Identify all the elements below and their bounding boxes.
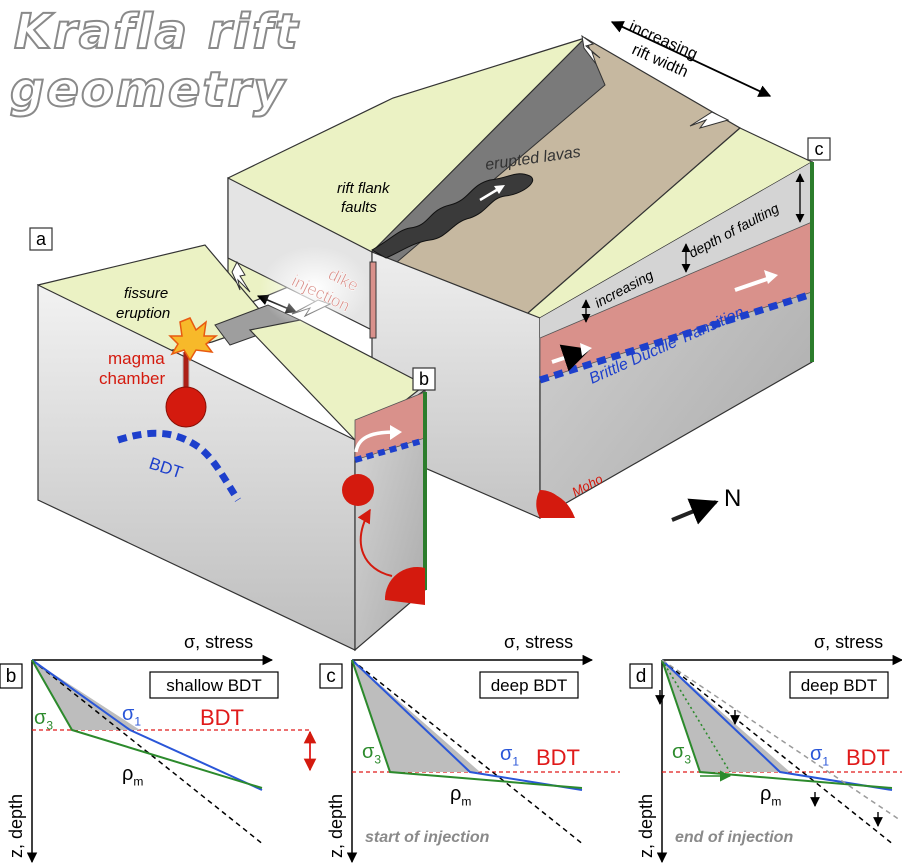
- block-a-bdt-side-line: [354, 437, 426, 463]
- bdt-curve-label: BDT: [536, 745, 580, 770]
- sigma3-label: σ3: [34, 707, 53, 733]
- block-b-flow-arrow: [354, 430, 396, 453]
- north-label: N: [724, 485, 741, 512]
- stress-axis-label: σ, stress: [814, 632, 883, 652]
- rho-m-label: ρm: [760, 783, 781, 809]
- stress-axis-label: σ, stress: [504, 632, 573, 652]
- lithostatic-pressure-line: [351, 659, 585, 846]
- differential-stress-area: [352, 660, 480, 772]
- svg-text:b: b: [419, 369, 429, 389]
- svg-text:σ3: σ3: [672, 741, 691, 767]
- sigma3-label: σ3: [362, 741, 381, 767]
- fissure-eruption-label-2: eruption: [116, 305, 170, 322]
- stress-panel-d: σ, stress z, depth d deep BDT σ1 σ3 BDT ρm end o…: [629, 632, 902, 864]
- fissure-eruption-label-1: fissure: [124, 285, 168, 302]
- magma-chamber-label-2: chamber: [99, 369, 165, 388]
- bdt-curve: [116, 429, 241, 502]
- rho-m-label: ρm: [450, 783, 471, 809]
- block-label-b: b: [412, 367, 436, 391]
- figure-title: Krafla rift geometry: [9, 3, 300, 119]
- ductile-flow-arrow-2: [734, 276, 771, 292]
- panel-caption: start of injection: [365, 829, 490, 846]
- rift-width-arrow: [610, 21, 772, 97]
- svg-text:shallow BDT: shallow BDT: [166, 676, 261, 695]
- svg-text:c: c: [815, 139, 824, 159]
- bdt-curve-label: BDT: [846, 745, 890, 770]
- svg-text:σ3: σ3: [34, 707, 53, 733]
- bdt-depth-box: shallow BDT: [149, 671, 279, 699]
- svg-text:a: a: [36, 229, 47, 249]
- rift-flank-faults-label-1: rift flank: [337, 180, 391, 197]
- svg-text:ρm: ρm: [450, 783, 471, 809]
- depth-axis-label: z, depth: [6, 794, 26, 858]
- title-line-2: geometry: [10, 62, 286, 118]
- rift-block-a: [36, 244, 427, 652]
- magma-chamber-circle: [165, 386, 207, 428]
- sigma3-curve: [31, 659, 263, 789]
- north-arrow: [671, 498, 719, 525]
- block-label-a: a: [29, 227, 53, 251]
- bdt-depth-box: deep BDT: [479, 671, 579, 699]
- differential-stress-area: [32, 660, 140, 730]
- panel-caption: end of injection: [675, 829, 793, 846]
- differential-stress-area: [662, 660, 790, 772]
- depth-axis-label: z, depth: [326, 794, 346, 858]
- slip-arrow-left: [231, 260, 251, 293]
- sigma3-curve: [661, 659, 893, 789]
- rho-m-label: ρm: [122, 763, 143, 789]
- fissure-eruption-burst: [168, 317, 219, 362]
- svg-text:ρm: ρm: [760, 783, 781, 809]
- svg-text:σ1: σ1: [810, 743, 829, 769]
- sigma1-label: σ1: [810, 743, 829, 769]
- block-b-magma-blob: [342, 474, 374, 506]
- panel-label-box: d: [629, 663, 653, 689]
- svg-text:d: d: [636, 666, 647, 687]
- sigma1-label: σ1: [122, 703, 141, 729]
- bdt-curve-label: BDT: [200, 705, 244, 730]
- depth-axis-label: z, depth: [636, 794, 656, 858]
- magma-chamber-label-1: magma: [108, 349, 165, 368]
- erupted-lava-flow: [370, 173, 533, 259]
- fault-slip-arrow-top: [581, 34, 601, 65]
- svg-text:deep BDT: deep BDT: [801, 676, 878, 695]
- sigma3-initial-curve: [661, 659, 731, 773]
- sigma3-curve: [351, 659, 583, 789]
- stress-panel-c: σ, stress z, depth c deep BDT σ1 σ3 BDT ρm start…: [319, 632, 620, 864]
- svg-text:b: b: [6, 666, 17, 687]
- bdt-depth-box: deep BDT: [789, 671, 889, 699]
- fault-slip-arrow-right: [689, 111, 730, 129]
- sigma3-label: σ3: [672, 741, 691, 767]
- title-line-1: Krafla rift: [14, 4, 300, 60]
- svg-text:σ1: σ1: [500, 743, 519, 769]
- sigma1-curve: [31, 659, 263, 791]
- panel-label-box: b: [0, 663, 23, 689]
- rift-flank-faults-label-2: faults: [341, 199, 377, 216]
- block-b-lower-magma: [384, 566, 425, 605]
- stress-axis-label: σ, stress: [184, 632, 253, 652]
- svg-text:deep BDT: deep BDT: [491, 676, 568, 695]
- sigma1-label: σ1: [500, 743, 519, 769]
- svg-text:ρm: ρm: [122, 763, 143, 789]
- brittle-crust-layer: [540, 162, 812, 338]
- shifted-pressure-line: [661, 659, 901, 821]
- dike: [369, 261, 377, 339]
- lithostatic-pressure-line: [661, 659, 895, 846]
- svg-text:c: c: [326, 666, 336, 687]
- magma-ascent-arrow: [357, 508, 393, 577]
- panel-label-box: c: [319, 663, 343, 689]
- stress-panel-b: σ, stress z, depth b shallow BDT σ1 σ3 BDT ρm: [0, 632, 317, 864]
- svg-text:σ3: σ3: [362, 741, 381, 767]
- block-label-c: c: [807, 137, 831, 161]
- svg-text:σ1: σ1: [122, 703, 141, 729]
